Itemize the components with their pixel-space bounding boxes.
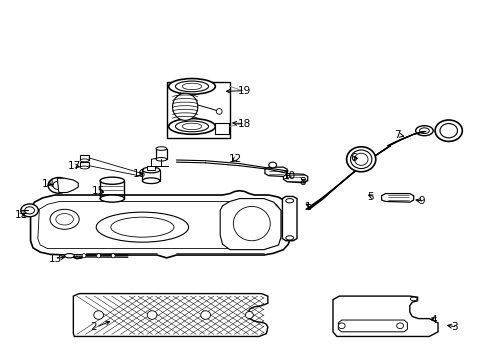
Text: 1: 1 [304,202,311,212]
Ellipse shape [53,181,64,190]
Ellipse shape [142,178,160,184]
Ellipse shape [156,147,166,150]
Text: 14: 14 [41,179,55,189]
Ellipse shape [338,323,345,329]
Text: 8: 8 [299,177,305,187]
Text: 15: 15 [92,186,105,197]
Text: 16: 16 [132,168,145,179]
Text: 5: 5 [367,192,373,202]
Ellipse shape [172,93,198,120]
Ellipse shape [182,83,201,90]
Ellipse shape [245,311,253,319]
Ellipse shape [409,297,416,301]
Polygon shape [282,197,296,241]
Text: 19: 19 [237,86,250,96]
Polygon shape [332,296,437,337]
Text: 3: 3 [451,322,457,332]
Ellipse shape [21,204,38,217]
Ellipse shape [419,128,428,134]
Ellipse shape [100,195,124,202]
Text: 6: 6 [350,153,357,163]
Text: 2: 2 [90,322,97,332]
Ellipse shape [268,162,276,168]
Ellipse shape [94,311,103,319]
Polygon shape [73,294,267,337]
Ellipse shape [147,311,157,319]
Text: 13: 13 [49,253,62,264]
Ellipse shape [285,199,293,203]
Bar [156,149,166,159]
Text: 9: 9 [418,197,425,206]
Ellipse shape [82,253,86,258]
Ellipse shape [80,166,89,169]
Ellipse shape [175,81,208,92]
Polygon shape [57,178,78,193]
Bar [166,82,229,138]
Ellipse shape [168,78,215,94]
Polygon shape [220,199,281,249]
Ellipse shape [111,253,115,258]
Ellipse shape [201,311,210,319]
Ellipse shape [350,150,371,168]
Ellipse shape [48,177,69,193]
Text: 18: 18 [237,118,250,129]
Bar [80,156,89,160]
Ellipse shape [434,120,461,141]
Ellipse shape [25,207,34,214]
Bar [147,166,155,170]
Bar [215,123,228,134]
Text: 7: 7 [393,130,400,140]
Ellipse shape [156,157,166,161]
Ellipse shape [346,147,375,172]
Text: 4: 4 [430,315,436,325]
Text: 11: 11 [15,210,28,220]
Ellipse shape [168,118,215,134]
Ellipse shape [216,109,222,114]
Ellipse shape [415,126,432,136]
Ellipse shape [182,123,201,130]
Ellipse shape [97,253,101,258]
Text: 12: 12 [228,154,242,164]
Ellipse shape [100,177,124,184]
Polygon shape [264,167,287,176]
Text: 17: 17 [67,161,81,171]
Polygon shape [30,191,290,258]
Ellipse shape [175,121,208,132]
Bar [80,162,89,167]
Ellipse shape [64,253,74,258]
Ellipse shape [439,123,457,138]
Text: 10: 10 [282,171,295,181]
Polygon shape [381,194,413,202]
Ellipse shape [354,153,367,165]
Ellipse shape [80,159,89,162]
Ellipse shape [285,236,293,240]
Ellipse shape [142,167,160,173]
Ellipse shape [396,323,403,329]
Polygon shape [283,174,307,183]
